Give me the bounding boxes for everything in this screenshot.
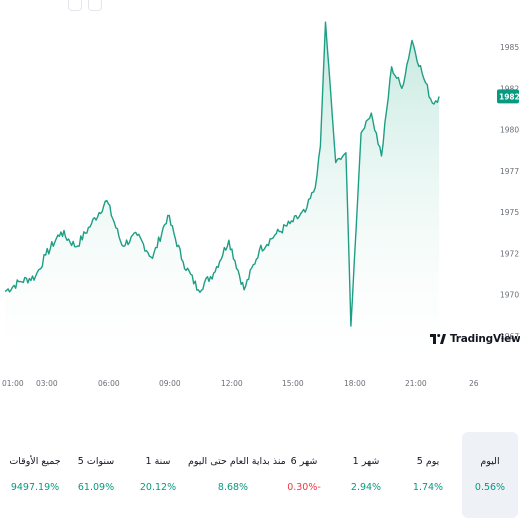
stat-value: 9497.19% bbox=[10, 482, 60, 493]
stat-value: 8.68% bbox=[217, 482, 249, 493]
stat-label: 1 شهر bbox=[352, 456, 380, 467]
y-tick-label: 1980.00 bbox=[500, 126, 520, 135]
watermark-text: TradingView bbox=[450, 333, 520, 345]
y-tick-label: 1972.50 bbox=[500, 249, 520, 258]
stat-all-time[interactable]: جميع الأوقات 9497.19% bbox=[4, 432, 66, 518]
price-area-fill bbox=[5, 22, 440, 355]
top-tab-right[interactable] bbox=[88, 0, 102, 11]
x-tick-label: 21:00 bbox=[405, 379, 427, 388]
stat-value: 1.74% bbox=[412, 482, 444, 493]
stat-5-days[interactable]: 5 يوم 1.74% bbox=[402, 432, 454, 518]
y-tick-label: 1970.00 bbox=[500, 291, 520, 300]
stat-label: 5 سنوات bbox=[77, 456, 115, 467]
x-tick-label: 09:00 bbox=[159, 379, 181, 388]
stat-value: 2.94% bbox=[350, 482, 382, 493]
stat-value: 0.56% bbox=[474, 482, 506, 493]
y-tick-label: 1977.50 bbox=[500, 167, 520, 176]
stat-value: 0.30%- bbox=[287, 482, 321, 493]
price-chart[interactable]: 1985.00 1982.50 1980.00 1977.50 1975.00 1972.… bbox=[0, 0, 520, 400]
stat-1-year[interactable]: 1 سنة 20.12% bbox=[128, 432, 188, 518]
top-bar bbox=[0, 0, 520, 12]
stat-value: 20.12% bbox=[139, 482, 177, 493]
x-tick-label: 12:00 bbox=[221, 379, 243, 388]
y-tick-label: 1985.00 bbox=[500, 43, 520, 52]
x-tick-label: 26 bbox=[469, 379, 479, 388]
x-tick-label: 06:00 bbox=[98, 379, 120, 388]
tradingview-logo-icon bbox=[430, 334, 446, 344]
stat-6-months[interactable]: 6 شهر 0.30%- bbox=[280, 432, 328, 518]
x-tick-label: 15:00 bbox=[282, 379, 304, 388]
stat-ytd[interactable]: منذ بداية العام حتى اليوم 8.68% bbox=[188, 432, 286, 518]
chart-svg[interactable]: 1985.00 1982.50 1980.00 1977.50 1975.00 1972.… bbox=[0, 0, 520, 400]
stat-5-years[interactable]: 5 سنوات 61.09% bbox=[68, 432, 124, 518]
performance-bar: جميع الأوقات 9497.19% 5 سنوات 61.09% 1 س… bbox=[0, 432, 520, 518]
tradingview-watermark: TradingView bbox=[430, 333, 520, 345]
last-price-label: 1982.01 bbox=[499, 92, 520, 101]
stat-value: 61.09% bbox=[77, 482, 115, 493]
stat-label: منذ بداية العام حتى اليوم bbox=[188, 456, 286, 467]
stat-label: 1 سنة bbox=[145, 456, 171, 467]
price-series-line bbox=[4, 21, 440, 327]
x-tick-label: 01:00 bbox=[2, 379, 24, 388]
stat-label: 6 شهر bbox=[290, 456, 318, 467]
x-tick-label: 18:00 bbox=[344, 379, 366, 388]
top-tab-left[interactable] bbox=[68, 0, 82, 11]
stat-1-month[interactable]: 1 شهر 2.94% bbox=[340, 432, 392, 518]
y-tick-label: 1975.00 bbox=[500, 208, 520, 217]
stat-label: اليوم bbox=[480, 456, 500, 467]
y-tick-label: 1967.50 bbox=[500, 332, 520, 341]
stat-label: 5 يوم bbox=[416, 456, 440, 467]
x-tick-label: 03:00 bbox=[36, 379, 58, 388]
stat-today[interactable]: اليوم 0.56% bbox=[462, 432, 518, 518]
stat-label: جميع الأوقات bbox=[9, 456, 61, 467]
last-price-tag: 1982.01 bbox=[497, 89, 520, 104]
y-tick-label: 1982.50 bbox=[500, 84, 520, 93]
